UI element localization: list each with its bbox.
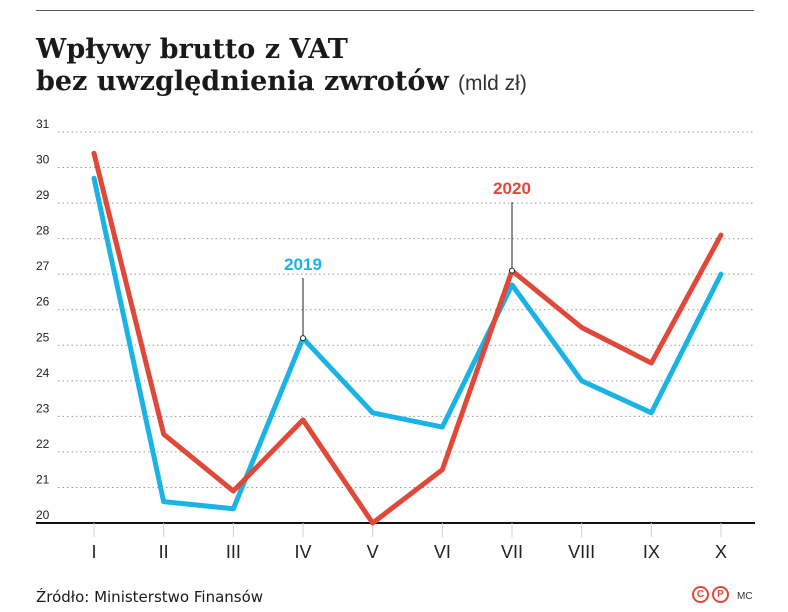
p-logo-icon: P: [712, 586, 729, 603]
copyright-logo-icon: C: [692, 586, 709, 603]
y-tick-label-22: 22: [36, 437, 50, 451]
x-tick-label-III: III: [226, 542, 241, 562]
x-tick-label-X: X: [715, 542, 727, 562]
title-line-2: bez uwzględnienia zwrotów: [36, 66, 449, 97]
x-tick-label-VII: VII: [501, 542, 523, 562]
x-tick-label-IX: IX: [643, 542, 660, 562]
callout-dot-2019: [300, 335, 306, 342]
author-initials: MC: [737, 591, 753, 602]
y-tick-label-30: 30: [36, 153, 50, 167]
x-tick-label-VI: VI: [434, 542, 451, 562]
x-tick-label-V: V: [367, 542, 379, 562]
x-tick-label-VIII: VIII: [568, 542, 595, 562]
top-rule: [36, 10, 754, 11]
y-tick-label-29: 29: [36, 188, 50, 202]
y-tick-label-20: 20: [36, 508, 50, 522]
y-tick-labels: 20 21 22 23 24 25 26 27 28 29 30 31: [36, 117, 50, 522]
series-callouts: 2019 2020: [284, 179, 531, 342]
x-tick-label-I: I: [91, 542, 96, 562]
y-tick-label-28: 28: [36, 224, 50, 238]
series-lines: [91, 150, 724, 526]
y-tick-label-25: 25: [36, 330, 50, 344]
y-tick-label-31: 31: [36, 117, 50, 131]
title-line-1: Wpływy brutto z VAT: [36, 34, 348, 65]
x-tick-label-IV: IV: [294, 542, 311, 562]
y-tick-label-21: 21: [36, 472, 50, 486]
y-tick-label-26: 26: [36, 295, 50, 309]
x-tick-labels: I II III IV V VI VII VIII IX X: [91, 523, 727, 562]
chart-title: Wpływy brutto z VAT bez uwzględnienia zw…: [36, 34, 527, 100]
series-line-2020: [91, 150, 724, 526]
series-label-2019: 2019: [284, 255, 322, 274]
series-line-2019: [91, 175, 724, 512]
x-tick-label-II: II: [159, 542, 169, 562]
callout-dot-2020: [509, 267, 515, 274]
y-tick-label-27: 27: [36, 259, 50, 273]
source-note: Źródło: Ministerstwo Finansów: [36, 588, 264, 606]
grid-lines: [36, 131, 755, 524]
title-unit: (mld zł): [457, 72, 527, 95]
series-label-2020: 2020: [493, 179, 531, 198]
y-tick-label-23: 23: [36, 401, 50, 415]
y-tick-label-24: 24: [36, 366, 50, 380]
